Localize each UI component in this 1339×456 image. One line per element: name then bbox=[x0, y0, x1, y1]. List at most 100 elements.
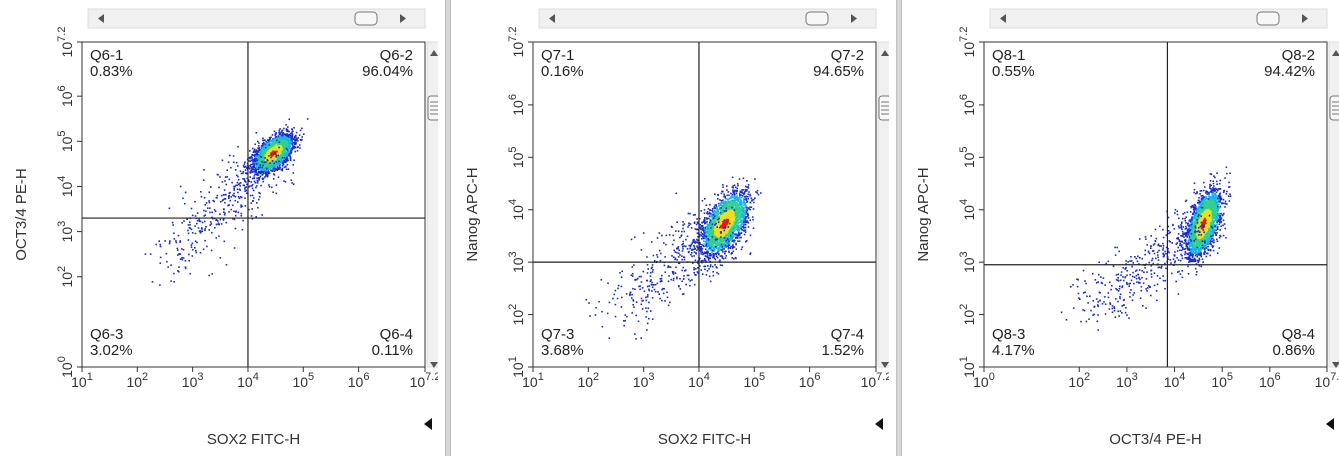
scroll-up-arrow-icon[interactable] bbox=[430, 50, 438, 56]
quadrant-percent: 94.42% bbox=[1264, 63, 1315, 80]
y-tick-label: 107.2 bbox=[507, 27, 526, 58]
scroll-right-arrow-icon[interactable] bbox=[1302, 14, 1308, 23]
x-axis-label: SOX2 FITC-H bbox=[658, 431, 751, 448]
quadrant-name: Q7-2 bbox=[831, 47, 864, 64]
x-tick-label: 106 bbox=[348, 371, 370, 390]
y-tick-label: 101 bbox=[507, 356, 526, 378]
quadrant-name: Q8-3 bbox=[992, 326, 1025, 343]
x-tick-label: 104 bbox=[688, 371, 710, 390]
y-axis-label: Nanog APC-H bbox=[464, 167, 481, 261]
event-points bbox=[585, 176, 762, 340]
panel-separator[interactable] bbox=[896, 0, 902, 456]
y-tick-label: 105 bbox=[56, 130, 75, 152]
quadrant-name: Q6-3 bbox=[90, 326, 123, 343]
scroll-up-arrow-icon[interactable] bbox=[881, 50, 889, 56]
plot-area[interactable] bbox=[532, 41, 877, 368]
scatter-plot-svg: Q7-10.16% Q7-294.65% Q7-33.68% Q7-41.52% 101… bbox=[464, 8, 889, 448]
x-axis-label: OCT3/4 PE-H bbox=[1109, 431, 1202, 448]
x-tick-label: 105 bbox=[1211, 371, 1233, 390]
y-axis-label: OCT3/4 PE-H bbox=[13, 168, 30, 261]
vertical-scrollbar[interactable] bbox=[877, 41, 889, 368]
scroll-thumb-icon[interactable] bbox=[427, 95, 438, 121]
y-tick-label: 103 bbox=[56, 221, 75, 243]
vertical-scrollbar[interactable] bbox=[426, 41, 438, 368]
plot-area[interactable] bbox=[983, 41, 1328, 368]
plot-area[interactable] bbox=[81, 41, 426, 368]
scatter-plot-svg: Q6-10.83% Q6-296.04% Q6-33.02% Q6-40.11% 101… bbox=[13, 8, 438, 448]
horizontal-scrollbar[interactable] bbox=[87, 8, 426, 29]
x-tick-label: 101 bbox=[522, 371, 544, 390]
scroll-down-arrow-icon[interactable] bbox=[1332, 362, 1339, 368]
quadrant-percent: 0.86% bbox=[1272, 342, 1315, 359]
quadrant-name: Q7-4 bbox=[831, 326, 864, 343]
scroll-left-arrow-icon[interactable] bbox=[1000, 14, 1006, 23]
x-tick-label: 105 bbox=[743, 371, 765, 390]
x-tick-label: 103 bbox=[182, 371, 204, 390]
y-axis-label: Nanog APC-H bbox=[915, 167, 932, 261]
y-tick-label: 106 bbox=[507, 94, 526, 116]
y-tick-label: 102 bbox=[507, 304, 526, 326]
vertical-scrollbar[interactable] bbox=[1328, 41, 1339, 368]
horizontal-scrollbar[interactable] bbox=[538, 8, 877, 29]
y-tick-label: 105 bbox=[958, 146, 977, 168]
scatter-plot-svg: Q8-10.55% Q8-294.42% Q8-34.17% Q8-40.86% 100… bbox=[915, 8, 1339, 448]
quadrant-percent: 3.02% bbox=[90, 342, 133, 359]
scatter-panel-q8: Q8-1 0.55% Q8-2 94.42% Q8-3 4.17% Q8-4 0.86% 100… bbox=[902, 0, 1339, 456]
quadrant-name: Q8-2 bbox=[1282, 47, 1315, 64]
quadrant-percent: 4.17% bbox=[992, 342, 1035, 359]
y-tick-label: 107.2 bbox=[958, 27, 977, 58]
scroll-left-arrow-icon[interactable] bbox=[98, 14, 104, 23]
scroll-right-arrow-icon[interactable] bbox=[400, 14, 406, 23]
scroll-thumb-icon[interactable] bbox=[805, 11, 829, 26]
scroll-left-arrow-icon[interactable] bbox=[549, 14, 555, 23]
scatter-panel-q7: Q7-1 0.16% Q7-2 94.65% Q7-3 3.68% Q7-4 1.52% 101… bbox=[451, 0, 889, 456]
quadrant-percent: 0.11% bbox=[372, 342, 413, 359]
scroll-thumb-icon[interactable] bbox=[1256, 11, 1280, 26]
y-tick-label: 107.2 bbox=[56, 27, 75, 58]
quadrant-percent: 0.16% bbox=[541, 63, 584, 80]
panel-collapse-arrow-icon[interactable] bbox=[424, 418, 432, 430]
panel-collapse-arrow-icon[interactable] bbox=[1326, 418, 1334, 430]
quadrant-percent: 94.65% bbox=[813, 63, 864, 80]
scroll-down-arrow-icon[interactable] bbox=[430, 362, 438, 368]
x-tick-label: 106 bbox=[799, 371, 821, 390]
scroll-thumb-icon[interactable] bbox=[1329, 95, 1339, 121]
scroll-down-arrow-icon[interactable] bbox=[881, 362, 889, 368]
horizontal-scrollbar[interactable] bbox=[989, 8, 1328, 29]
x-tick-label: 107.2 bbox=[861, 371, 889, 390]
quadrant-name: Q7-1 bbox=[541, 47, 574, 64]
y-tick-label: 105 bbox=[507, 146, 526, 168]
x-axis-label: SOX2 FITC-H bbox=[207, 431, 300, 448]
y-tick-label: 104 bbox=[507, 199, 526, 221]
quadrant-name: Q8-1 bbox=[992, 47, 1025, 64]
x-tick-label: 107.2 bbox=[410, 371, 438, 390]
x-tick-label: 107. bbox=[1315, 371, 1339, 390]
y-tick-label: 103 bbox=[958, 251, 977, 273]
scatter-panel-q6: Q6-1 0.83% Q6-2 96.04% Q6-3 3.02% Q6-4 0.11% 101… bbox=[0, 0, 438, 456]
quadrant-name: Q6-4 bbox=[380, 326, 413, 343]
x-tick-label: 104 bbox=[1164, 371, 1186, 390]
quadrant-name: Q6-2 bbox=[380, 47, 413, 64]
quadrant-percent: 0.55% bbox=[992, 63, 1035, 80]
quadrant-percent: 96.04% bbox=[362, 63, 413, 80]
x-tick-label: 103 bbox=[1116, 371, 1138, 390]
scroll-up-arrow-icon[interactable] bbox=[1332, 50, 1339, 56]
y-tick-label: 102 bbox=[958, 304, 977, 326]
x-tick-label: 102 bbox=[1068, 371, 1090, 390]
panel-separator[interactable] bbox=[445, 0, 451, 456]
y-tick-label: 104 bbox=[958, 199, 977, 221]
panel-collapse-arrow-icon[interactable] bbox=[875, 418, 883, 430]
y-tick-label: 106 bbox=[958, 94, 977, 116]
scroll-right-arrow-icon[interactable] bbox=[851, 14, 857, 23]
quadrant-percent: 0.83% bbox=[90, 63, 133, 80]
scroll-thumb-icon[interactable] bbox=[354, 11, 378, 26]
x-tick-label: 105 bbox=[292, 371, 314, 390]
x-tick-label: 103 bbox=[633, 371, 655, 390]
y-tick-label: 101 bbox=[958, 356, 977, 378]
quadrant-name: Q8-4 bbox=[1282, 326, 1315, 343]
quadrant-percent: 1.52% bbox=[821, 342, 864, 359]
scroll-thumb-icon[interactable] bbox=[878, 95, 889, 121]
x-tick-label: 106 bbox=[1259, 371, 1281, 390]
quadrant-percent: 3.68% bbox=[541, 342, 584, 359]
